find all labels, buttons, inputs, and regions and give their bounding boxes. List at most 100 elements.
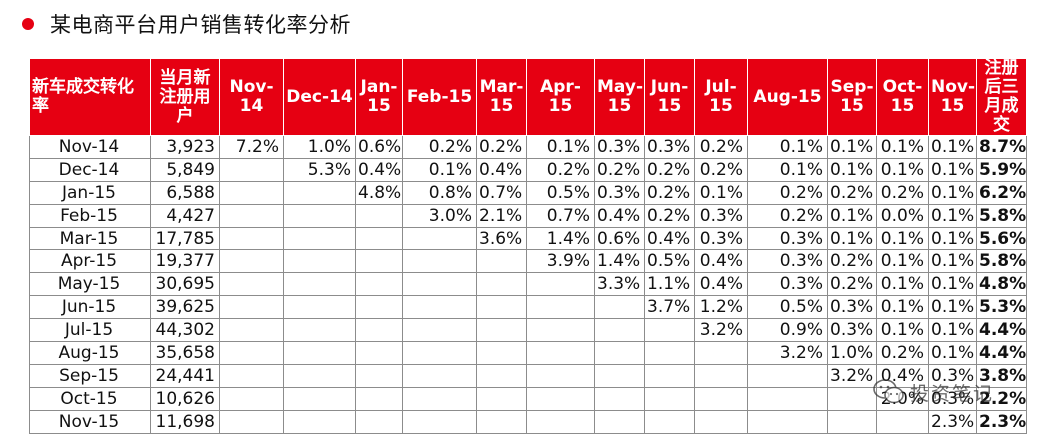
rate-cell: 0.2% [694,135,748,159]
rate-cell: 1.2% [694,295,748,320]
row-month-cell: Sep-15 [29,363,151,388]
new-users-cell: 30,695 [150,272,220,297]
rate-cell: 3.6% [476,226,527,251]
rate-cell [594,318,645,343]
column-header: Oct-15 [876,58,929,136]
rate-cell [694,363,748,388]
column-header: Nov-15 [928,58,977,136]
rate-cell: 0.2% [827,180,877,205]
rate-cell [283,409,356,434]
rate-cell [402,318,477,343]
rate-cell [402,341,477,365]
rate-cell [219,203,284,228]
rate-cell: 0.1% [928,203,977,228]
rate-cell [526,386,595,411]
rate-cell [476,249,527,274]
rate-cell [283,226,356,251]
rate-cell: 0.7% [476,180,527,205]
rate-cell [476,295,527,320]
rate-cell: 3.9% [526,249,595,274]
rate-cell: 0.2% [476,135,527,159]
rate-cell: 0.1% [928,318,977,343]
rate-cell: 0.2% [594,157,645,182]
rate-cell [747,409,828,434]
three-month-total-cell: 4.8% [976,272,1027,297]
rate-cell [476,363,527,388]
column-header: Sep-15 [827,58,877,136]
new-users-cell: 3,923 [150,135,220,159]
new-users-cell: 4,427 [150,203,220,228]
rate-cell: 0.1% [876,272,929,297]
rate-cell: 0.7% [526,203,595,228]
rate-cell [747,386,828,411]
rate-cell: 0.2% [827,272,877,297]
rate-cell [644,409,695,434]
rate-cell: 0.1% [827,226,877,251]
rate-cell [644,341,695,365]
column-header: 新车成交转化率 [29,58,151,136]
rate-cell: 1.4% [526,226,595,251]
rate-cell: 0.4% [355,157,403,182]
rate-cell: 0.5% [644,249,695,274]
column-header: Apr-15 [526,58,595,136]
rate-cell [402,363,477,388]
rate-cell [283,249,356,274]
rate-cell: 7.2% [219,135,284,159]
three-month-total-cell: 5.6% [976,226,1027,251]
rate-cell [219,180,284,205]
rate-cell: 0.1% [928,157,977,182]
rate-cell [694,409,748,434]
table-row: Jan-15 6,588 4.8% 0.8% 0.7% 0.5% 0.3% 0.2% 0.1% 0… [29,180,1027,205]
row-month-cell: Jun-15 [29,295,151,320]
rate-cell: 0.1% [928,180,977,205]
rate-cell: 0.3% [694,203,748,228]
rate-cell: 3.2% [747,341,828,365]
rate-cell [219,295,284,320]
three-month-total-cell: 4.4% [976,318,1027,343]
rate-cell [355,341,403,365]
rate-cell [219,363,284,388]
rate-cell: 0.0% [876,203,929,228]
rate-cell: 0.1% [526,135,595,159]
rate-cell: 0.1% [827,203,877,228]
table-row: Nov-15 11,698 2.3% 2.3% [29,409,1027,434]
rate-cell [219,409,284,434]
rate-cell [594,295,645,320]
table-row: Apr-15 19,377 3.9% 1.4% 0.5% 0.4% 0.3% 0.2% 0.1%… [29,249,1027,274]
rate-cell: 0.4% [694,272,748,297]
rate-cell [526,341,595,365]
rate-cell: 0.4% [476,157,527,182]
rate-cell [283,318,356,343]
page-title: 某电商平台用户销售转化率分析 [50,13,351,37]
rate-cell: 0.1% [928,135,977,159]
rate-cell [402,226,477,251]
rate-cell: 0.1% [928,272,977,297]
rate-cell [219,157,284,182]
rate-cell [402,272,477,297]
rate-cell: 0.1% [694,180,748,205]
three-month-total-cell: 5.3% [976,295,1027,320]
rate-cell: 3.2% [827,363,877,388]
rate-cell [827,386,877,411]
rate-cell: 0.1% [402,157,477,182]
rate-cell: 0.5% [526,180,595,205]
three-month-total-cell: 2.3% [976,409,1027,434]
rate-cell [355,409,403,434]
rate-cell [476,386,527,411]
rate-cell [644,318,695,343]
rate-cell [355,318,403,343]
rate-cell [694,341,748,365]
rate-cell [355,386,403,411]
rate-cell: 0.3% [644,135,695,159]
rate-cell: 0.2% [402,135,477,159]
column-header: Nov-14 [219,58,284,136]
row-month-cell: Aug-15 [29,341,151,365]
rate-cell [283,363,356,388]
new-users-cell: 19,377 [150,249,220,274]
rate-cell [594,386,645,411]
row-month-cell: Jul-15 [29,318,151,343]
rate-cell: 3.2% [694,318,748,343]
rate-cell [355,272,403,297]
rate-cell [476,341,527,365]
rate-cell: 0.1% [827,135,877,159]
